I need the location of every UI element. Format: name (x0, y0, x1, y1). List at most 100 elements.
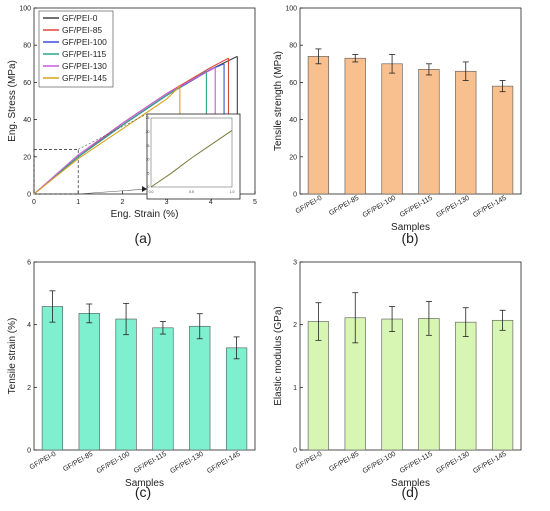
panel-a-legend: GF/PEI-0 GF/PEI-85 GF/PEI-100 GF/PEI-115 GF/… (38, 10, 114, 88)
bar-GF/PEI-145 (491, 85, 514, 195)
bar-GF/PEI-145 (225, 347, 248, 451)
xtick-label-GF/PEI-115: GF/PEI-115 (133, 451, 168, 475)
panel-1-ytick-label: 60 (289, 80, 297, 87)
bar-GF/PEI-130 (455, 321, 477, 451)
panel-a-xtick-label: 0 (32, 199, 36, 206)
panel-1-ytick-label: 40 (289, 117, 297, 124)
legend-label-GF/PEI-130: GF/PEI-130 (62, 61, 107, 71)
panel-a-xtick-label: 5 (253, 199, 257, 206)
bar-GF/PEI-0 (307, 321, 330, 451)
panel-2-ytick-label: 4 (27, 322, 31, 329)
inset-curve (150, 129, 233, 188)
inset-ytick-label: 15 (146, 144, 150, 148)
series-line-GF/PEI-130 (33, 67, 216, 195)
xtick-label-GF/PEI-115: GF/PEI-115 (399, 195, 434, 219)
zoom-connector-bottom (78, 188, 148, 195)
inset-ytick-label: 0 (148, 185, 150, 189)
panel-2-ytick-label: 0 (27, 448, 31, 455)
panel-3-ytick-label: 2 (293, 322, 297, 329)
panel-0-ytick-label: 80 (23, 43, 31, 50)
panel-1-ytick-label: 100 (285, 6, 297, 13)
bar-GF/PEI-145 (491, 319, 514, 451)
xtick-label-GF/PEI-115: GF/PEI-115 (399, 451, 434, 475)
panel-3-y-axis-label: Elastic modulus (GPa) (273, 306, 284, 405)
panel-0-ytick-label: 40 (23, 117, 31, 124)
panel-2-y-axis-label: Tensile strain (%) (7, 318, 18, 395)
panel-a-inset: 0.0 0.5 1.0 0 5 10 15 20 25 (146, 113, 241, 200)
xtick-label-GF/PEI-85: GF/PEI-85 (328, 195, 360, 218)
xtick-label-GF/PEI-100: GF/PEI-100 (96, 451, 132, 476)
xtick-label-GF/PEI-100: GF/PEI-100 (362, 195, 398, 220)
panel-a-x-axis-label: Eng. Strain (%) (111, 209, 179, 220)
panel-3-ytick-label: 3 (293, 260, 297, 267)
xtick-label-GF/PEI-0: GF/PEI-0 (295, 195, 324, 216)
panel-1-y-axis-label: Tensile strength (MPa) (273, 51, 284, 151)
panel-a-caption: (a) (134, 230, 151, 246)
panel-0-axes-frame (33, 7, 256, 195)
xtick-label-GF/PEI-145: GF/PEI-145 (472, 451, 508, 476)
bar-GF/PEI-100 (381, 318, 403, 451)
panel-2-caption: (c) (135, 484, 151, 500)
panel-1-ytick-label: 20 (289, 154, 297, 161)
panel-3-x-axis-label: Samples (391, 478, 430, 489)
panel-3-axes-frame (299, 261, 522, 451)
panel-0-y-axis-label: Eng. Stress (MPa) (7, 60, 18, 142)
panel-a-xtick-label: 1 (76, 199, 80, 206)
inset-xtick-label: 1.0 (230, 190, 235, 194)
panel-3-ytick-label: 1 (293, 385, 297, 392)
bar-GF/PEI-85 (344, 57, 366, 195)
bar-GF/PEI-85 (78, 313, 100, 451)
panel-3-ytick-label: 0 (293, 448, 297, 455)
panel-a-xtick-label: 4 (209, 199, 213, 206)
xtick-label-GF/PEI-0: GF/PEI-0 (29, 451, 58, 472)
bar-GF/PEI-0 (307, 56, 330, 195)
bar-GF/PEI-100 (115, 318, 137, 451)
legend-label-GF/PEI-145: GF/PEI-145 (62, 73, 107, 83)
inset-ytick-label: 5 (148, 171, 150, 175)
inset-ytick-label: 10 (146, 158, 150, 162)
panel-1-ytick-label: 80 (289, 43, 297, 50)
inset-ytick-label: 20 (146, 130, 150, 134)
bar-GF/PEI-115 (418, 69, 440, 195)
inset-ytick-label: 25 (146, 116, 150, 120)
xtick-label-GF/PEI-85: GF/PEI-85 (328, 451, 360, 474)
inset-axes (150, 117, 233, 188)
xtick-label-GF/PEI-145: GF/PEI-145 (206, 451, 242, 476)
legend-box (38, 10, 114, 88)
series-line-GF/PEI-145 (33, 85, 181, 195)
inset-xtick-label: 0.5 (189, 190, 194, 194)
panel-0-ytick-label: 60 (23, 80, 31, 87)
xtick-label-GF/PEI-145: GF/PEI-145 (472, 195, 508, 220)
inset-xtick-label: 0.0 (149, 190, 154, 194)
bar-GF/PEI-130 (455, 70, 477, 195)
panel-a-xtick-label: 2 (120, 199, 124, 206)
panel-0-ytick-label: 0 (27, 192, 31, 199)
xtick-label-GF/PEI-0: GF/PEI-0 (295, 451, 324, 472)
panel-2-ytick-label: 2 (27, 385, 31, 392)
zoom-connector-top (78, 113, 148, 150)
panel-1-caption: (b) (401, 230, 418, 246)
panel-a-xtick-label: 3 (165, 199, 169, 206)
panel-2-axes-frame (33, 261, 256, 451)
bar-GF/PEI-130 (189, 325, 211, 451)
bar-GF/PEI-115 (418, 318, 440, 451)
legend-label-GF/PEI-0: GF/PEI-0 (62, 13, 98, 23)
xtick-label-GF/PEI-130: GF/PEI-130 (169, 451, 205, 476)
legend-label-GF/PEI-85: GF/PEI-85 (62, 25, 102, 35)
xtick-label-GF/PEI-130: GF/PEI-130 (435, 195, 471, 220)
legend-label-GF/PEI-115: GF/PEI-115 (62, 49, 107, 59)
panel-b-bars: 0 20 40 60 80 100 Tensile strength (MPa) GF/PEI… (273, 6, 522, 246)
zoom-arrow-head (142, 186, 147, 192)
panel-1-axes-frame (299, 7, 522, 195)
panel-1-x-axis-label: Samples (391, 222, 430, 233)
panel-1-ytick-label: 0 (293, 192, 297, 199)
xtick-label-GF/PEI-85: GF/PEI-85 (62, 451, 94, 474)
panel-3-caption: (d) (401, 484, 418, 500)
panel-2-ytick-label: 6 (27, 260, 31, 267)
panel-0-ytick-label: 20 (23, 154, 31, 161)
xtick-label-GF/PEI-100: GF/PEI-100 (362, 451, 398, 476)
panel-a-zoom-box (33, 149, 79, 195)
